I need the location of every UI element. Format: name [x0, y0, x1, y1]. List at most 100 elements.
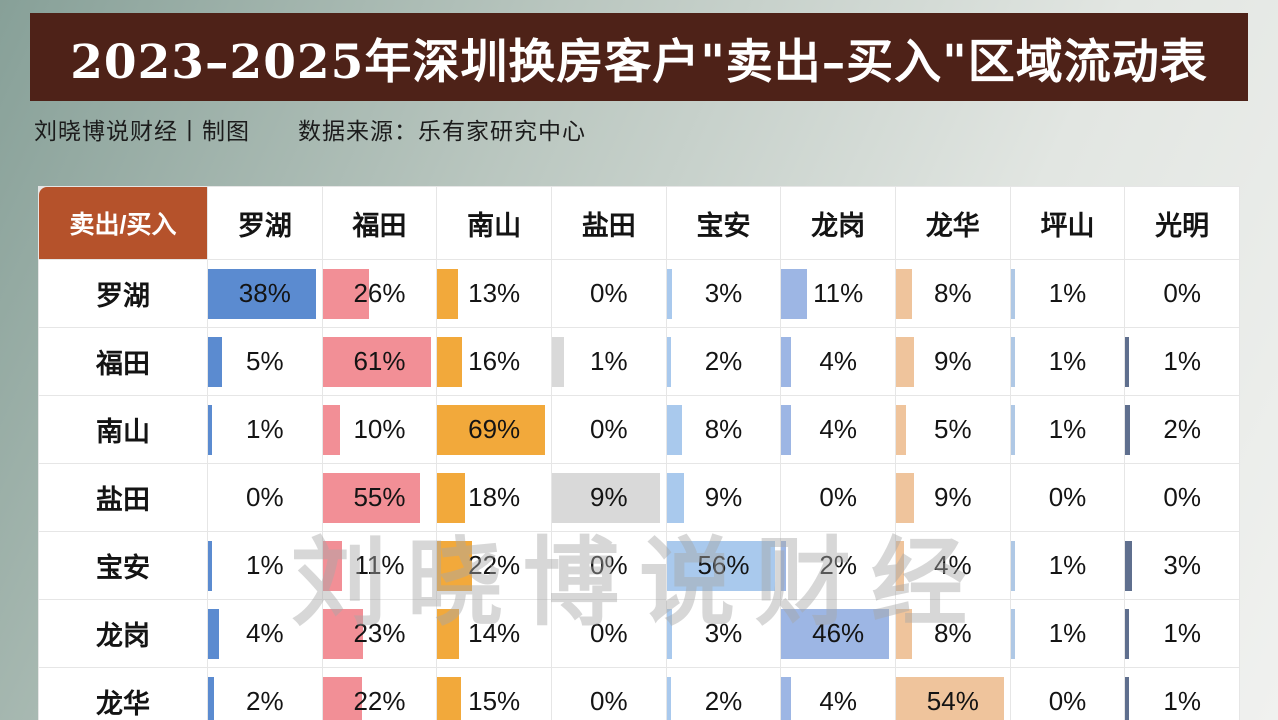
- data-bar: [895, 472, 914, 523]
- table-cell: 8%: [895, 260, 1010, 327]
- cell-value: 4%: [246, 618, 284, 648]
- data-bar: [781, 268, 808, 319]
- table-cell: 23%: [322, 600, 437, 667]
- table-cell: 69%: [437, 396, 551, 463]
- table-cell: 56%: [666, 532, 781, 599]
- table-cell: 2%: [666, 668, 781, 720]
- table-cell: 8%: [666, 396, 781, 463]
- data-bar: [437, 336, 463, 387]
- data-bar: [666, 608, 673, 659]
- data-bar: [781, 404, 791, 455]
- cell-value: 1%: [246, 414, 284, 444]
- table-cell: 1%: [208, 396, 322, 463]
- title-banner: 2023–2025年深圳换房客户"卖出–买入"区域流动表: [30, 13, 1248, 101]
- cell-value: 5%: [246, 346, 284, 376]
- cell-value: 0%: [1048, 482, 1087, 512]
- cell-value: 11%: [354, 550, 405, 580]
- cell-value: 1%: [1048, 618, 1087, 648]
- table-cell: 9%: [551, 464, 666, 531]
- table-cell: 1%: [1125, 328, 1239, 395]
- column-header: 坪山: [1010, 187, 1125, 259]
- flow-table: 卖出/买入 罗湖 福田 南山 盐田 宝安 龙岗 龙华 坪山 光明 罗湖 38% 26% 13% 0% 3% 1…: [38, 186, 1240, 720]
- cell-value: 55%: [353, 482, 406, 512]
- data-bar: [208, 336, 223, 387]
- table-cell: 26%: [322, 260, 437, 327]
- cell-value: 3%: [704, 618, 743, 648]
- data-bar: [322, 404, 341, 455]
- cell-value: 22%: [468, 550, 521, 580]
- table-cell: 2%: [208, 668, 322, 720]
- data-bar: [322, 336, 431, 387]
- table-cell: 15%: [437, 668, 551, 720]
- data-bar: [208, 676, 214, 720]
- subtitle-credit: 刘晓博说财经丨制图 数据来源：乐有家研究中心: [34, 118, 586, 144]
- cell-value: 69%: [468, 414, 521, 444]
- cell-value: 26%: [353, 278, 406, 308]
- table-cell: 9%: [895, 328, 1010, 395]
- table-cell: 61%: [322, 328, 437, 395]
- data-bar: [1125, 336, 1130, 387]
- data-bar: [666, 268, 673, 319]
- data-bar: [895, 608, 912, 659]
- cell-value: 2%: [1163, 414, 1201, 444]
- column-header: 福田: [322, 187, 437, 259]
- column-header: 南山: [437, 187, 551, 259]
- data-bar: [781, 676, 791, 720]
- page-title: 2023–2025年深圳换房客户"卖出–买入"区域流动表: [70, 34, 1208, 90]
- column-header: 宝安: [666, 187, 781, 259]
- table-cell: 1%: [1010, 260, 1125, 327]
- table-cell: 11%: [781, 260, 895, 327]
- data-bar: [322, 268, 369, 319]
- cell-value: 0%: [819, 482, 857, 512]
- table-cell: 0%: [551, 600, 666, 667]
- table-cell: 4%: [895, 532, 1010, 599]
- data-bar: [666, 540, 775, 591]
- table-cell: 0%: [1125, 260, 1239, 327]
- row-header: 龙岗: [39, 600, 207, 667]
- data-bar: [781, 540, 787, 591]
- table-cell: 0%: [781, 464, 895, 531]
- column-header: 龙华: [895, 187, 1010, 259]
- table-cell: 0%: [551, 668, 666, 720]
- cell-value: 2%: [704, 686, 743, 716]
- table-cell: 10%: [322, 396, 437, 463]
- column-header: 龙岗: [781, 187, 895, 259]
- cell-value: 1%: [590, 346, 628, 376]
- cell-value: 5%: [934, 414, 972, 444]
- table-cell: 22%: [437, 532, 551, 599]
- corner-header: 卖出/买入: [39, 187, 207, 259]
- table-cell: 4%: [781, 668, 895, 720]
- data-bar: [1010, 540, 1015, 591]
- table-cell: 0%: [1010, 464, 1125, 531]
- data-bar: [781, 608, 890, 659]
- column-header: 罗湖: [208, 187, 322, 259]
- cell-value: 0%: [1163, 278, 1201, 308]
- table-cell: 5%: [208, 328, 322, 395]
- data-bar: [208, 404, 212, 455]
- data-bar: [208, 268, 316, 319]
- data-bar: [895, 404, 906, 455]
- data-bar: [781, 336, 791, 387]
- table-cell: 16%: [437, 328, 551, 395]
- cell-value: 0%: [1048, 686, 1087, 716]
- data-bar: [322, 608, 364, 659]
- data-bar: [437, 268, 458, 319]
- data-bar: [437, 540, 472, 591]
- cell-value: 4%: [819, 414, 857, 444]
- cell-value: 2%: [819, 550, 857, 580]
- cell-value: 1%: [1048, 414, 1087, 444]
- data-bar: [322, 472, 421, 523]
- data-bar: [666, 676, 671, 720]
- column-header: 盐田: [551, 187, 666, 259]
- cell-value: 2%: [704, 346, 743, 376]
- data-bar: [208, 608, 220, 659]
- table-cell: 0%: [551, 396, 666, 463]
- cell-value: 61%: [353, 346, 406, 376]
- table-cell: 0%: [208, 464, 322, 531]
- cell-value: 8%: [704, 414, 743, 444]
- data-bar: [666, 336, 671, 387]
- cell-value: 22%: [353, 686, 406, 716]
- table-cell: 54%: [895, 668, 1010, 720]
- cell-value: 1%: [1163, 686, 1201, 716]
- cell-value: 11%: [813, 278, 864, 308]
